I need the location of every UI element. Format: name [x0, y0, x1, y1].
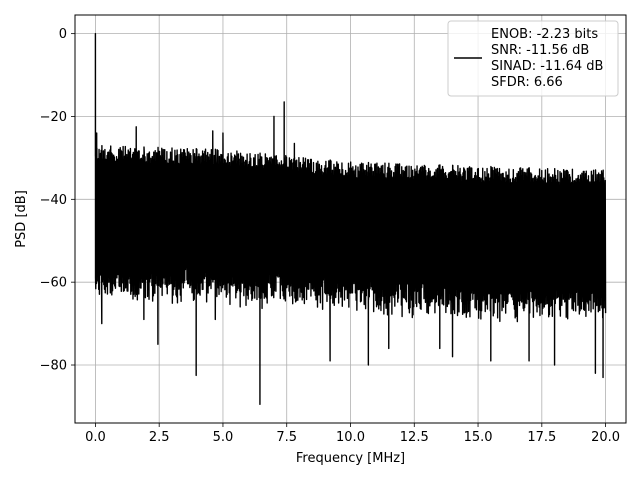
x-axis-label: Frequency [MHz] [296, 451, 405, 466]
plot-area [94, 32, 607, 406]
y-tick-label: −80 [40, 359, 67, 374]
y-tick-label: −40 [40, 193, 67, 208]
y-axis-label: PSD [dB] [14, 190, 29, 248]
y-tick-label: −20 [40, 110, 67, 125]
legend-entry-line: ENOB: -2.23 bits [491, 27, 598, 42]
x-tick-label: 5.0 [213, 430, 234, 445]
ticks: 0.0 2.5 5.0 7.5 10.0 12.5 15.0 17.5 20.0 0 −20 −40 −… [40, 27, 621, 445]
x-tick-label: 0.0 [85, 430, 106, 445]
legend-box [447, 20, 619, 97]
x-tick-label: 10.0 [336, 430, 365, 445]
y-tick-label: −60 [40, 276, 67, 291]
psd-series-line [94, 32, 607, 406]
x-tick-label: 2.5 [149, 430, 170, 445]
legend-entry-line: SFDR: 6.66 [491, 75, 563, 90]
y-tick-label: 0 [59, 27, 67, 42]
x-tick-label: 17.5 [527, 430, 556, 445]
x-tick-label: 15.0 [464, 430, 493, 445]
legend-entry-line: SINAD: -11.64 dB [491, 59, 603, 74]
x-tick-label: 20.0 [591, 430, 620, 445]
x-tick-label: 12.5 [400, 430, 429, 445]
legend-entry-line: SNR: -11.56 dB [491, 43, 589, 58]
x-tick-label: 7.5 [276, 430, 297, 445]
